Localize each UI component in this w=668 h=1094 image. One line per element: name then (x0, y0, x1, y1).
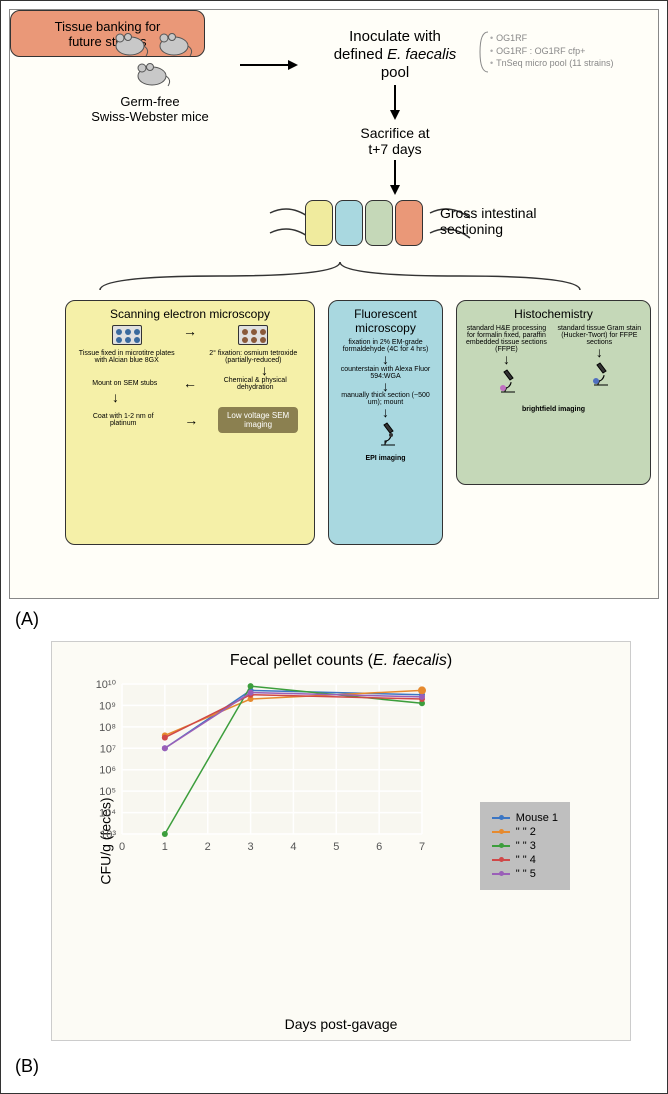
panel-a-container: Germ-freeSwiss-Webster mice Inoculate wi… (9, 9, 659, 599)
svg-text:10¹⁰: 10¹⁰ (96, 679, 117, 691)
chart-title: Fecal pellet counts (E. faecalis) (52, 642, 630, 670)
svg-text:2: 2 (205, 841, 211, 853)
svg-text:4: 4 (290, 841, 296, 853)
arrow-down-icon (385, 160, 405, 195)
panel-b-chart: Fecal pellet counts (E. faecalis) CFU/g … (51, 641, 631, 1041)
arrow-right-icon: → (184, 414, 198, 427)
mice-label: Germ-freeSwiss-Webster mice (70, 94, 230, 124)
sem-result: Low voltage SEM imaging (218, 407, 298, 433)
plate-icon (112, 325, 142, 345)
sacrifice-text: Sacrifice att+7 days (320, 125, 470, 157)
chart-plot-area: 0123456710³10⁴10⁵10⁶10⁷10⁸10⁹10¹⁰ (122, 684, 422, 834)
svg-text:10⁴: 10⁴ (99, 808, 116, 820)
arrow-down-icon: ↓ (556, 346, 643, 359)
panel-b-label: (B) (15, 1056, 39, 1077)
svg-text:5: 5 (333, 841, 339, 853)
svg-text:10⁹: 10⁹ (99, 700, 116, 712)
microscope-icon (463, 366, 550, 402)
microscope-icon (335, 419, 436, 455)
arrow-down-icon: ↓ (463, 353, 550, 366)
svg-text:10⁶: 10⁶ (99, 765, 116, 777)
mouse-icon (152, 30, 192, 58)
arrow-right-icon (240, 55, 300, 75)
arrow-down-icon: ↓ (335, 406, 436, 419)
inoculate-text: Inoculate withdefined E. faecalispool (310, 28, 480, 82)
intestine-sections (305, 200, 423, 246)
svg-text:0: 0 (119, 841, 125, 853)
arrow-down-icon: ↓ (335, 353, 436, 366)
histo-box: Histochemistry standard H&E processing f… (456, 300, 651, 485)
arrow-left-icon: ← (183, 377, 197, 390)
svg-text:3: 3 (248, 841, 254, 853)
svg-text:10⁷: 10⁷ (100, 743, 116, 755)
arrow-down-icon: ↓ (335, 380, 436, 393)
mice-block: Germ-freeSwiss-Webster mice (70, 30, 230, 124)
svg-text:1: 1 (162, 841, 168, 853)
svg-text:10⁵: 10⁵ (99, 786, 116, 798)
mouse-icon (108, 30, 148, 58)
sem-box: Scanning electron microscopy Tissue fixe… (65, 300, 315, 545)
svg-text:10⁸: 10⁸ (99, 722, 116, 734)
microscope-icon (556, 359, 643, 395)
sectioning-label: Gross intestinalsectioning (440, 205, 570, 237)
arrow-down-icon (385, 85, 405, 120)
brace-icon (100, 262, 580, 292)
mouse-icon (130, 60, 170, 88)
svg-text:7: 7 (419, 841, 425, 853)
fluor-box: Fluorescent microscopy fixation in 2% EM… (328, 300, 443, 545)
arrow-right-icon: → (183, 325, 197, 338)
x-axis-label: Days post-gavage (285, 1016, 398, 1032)
plate-icon (238, 325, 268, 345)
panel-a-label: (A) (15, 609, 39, 630)
svg-text:10³: 10³ (100, 829, 116, 841)
chart-legend: Mouse 1" " 2" " 3" " 4" " 5 (480, 802, 570, 890)
pool-options: •OG1RF •OG1RF : OG1RF cfp+ •TnSeq micro … (490, 32, 614, 70)
arrow-down-icon: ↓ (72, 391, 308, 404)
svg-text:6: 6 (376, 841, 382, 853)
